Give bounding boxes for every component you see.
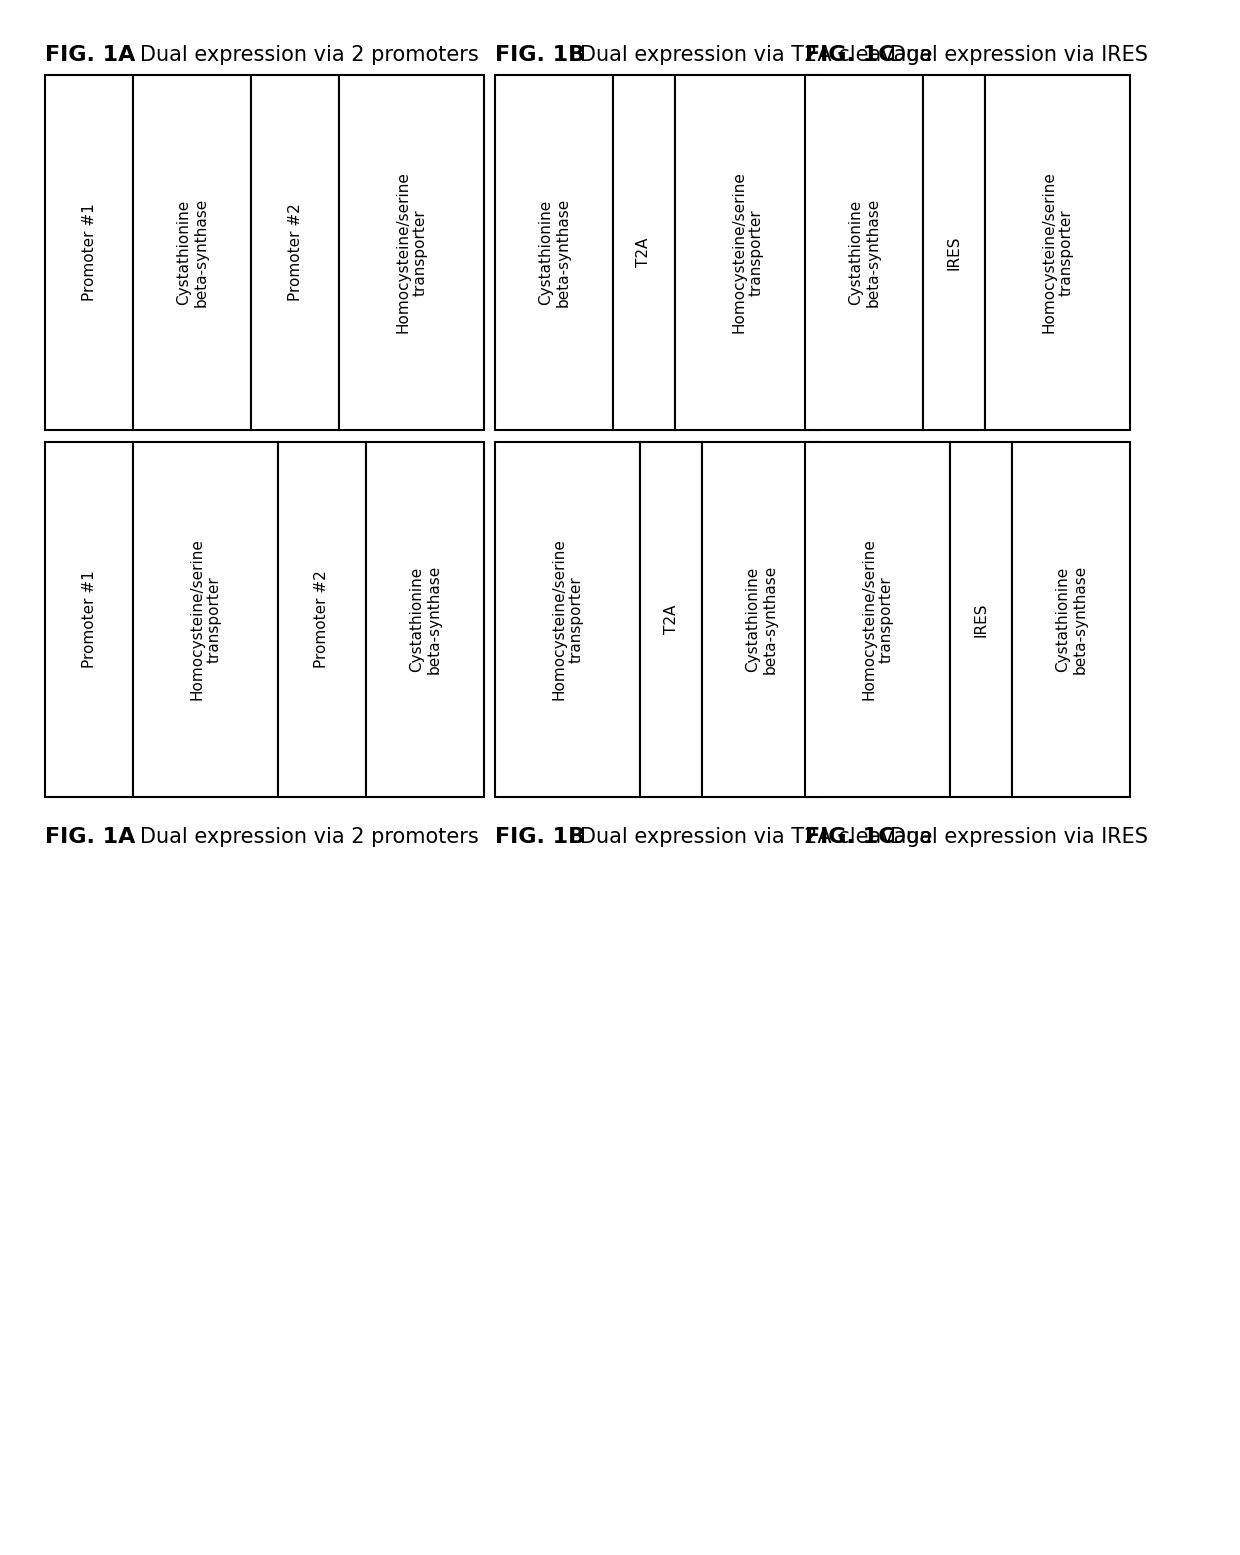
Text: Homocysteine/serine
transporter: Homocysteine/serine transporter bbox=[732, 171, 764, 333]
Bar bbox=[366, 442, 484, 798]
Text: Cystathionine
beta-synthase: Cystathionine beta-synthase bbox=[538, 197, 570, 308]
Text: Homocysteine/serine
transporter: Homocysteine/serine transporter bbox=[862, 538, 894, 700]
Text: FIG. 1B: FIG. 1B bbox=[495, 827, 585, 847]
Bar bbox=[133, 442, 278, 798]
Text: FIG. 1B: FIG. 1B bbox=[495, 45, 585, 65]
Text: Homocysteine/serine
transporter: Homocysteine/serine transporter bbox=[552, 538, 584, 700]
Bar bbox=[45, 442, 133, 798]
Bar bbox=[613, 75, 675, 431]
Text: FIG. 1A: FIG. 1A bbox=[45, 45, 135, 65]
Text: Promoter #1: Promoter #1 bbox=[82, 571, 97, 669]
Text: Cystathionine
beta-synthase: Cystathionine beta-synthase bbox=[745, 564, 777, 675]
Text: FIG. 1A: FIG. 1A bbox=[45, 827, 135, 847]
Bar bbox=[250, 75, 339, 431]
Bar bbox=[805, 75, 923, 431]
Bar bbox=[495, 75, 613, 431]
Bar bbox=[640, 442, 702, 798]
Text: Cystathionine
beta-synthase: Cystathionine beta-synthase bbox=[409, 564, 441, 675]
Bar bbox=[923, 75, 985, 431]
Bar bbox=[950, 442, 1012, 798]
Text: FIG. 1C: FIG. 1C bbox=[805, 827, 894, 847]
Bar bbox=[985, 75, 1130, 431]
Text: IRES: IRES bbox=[946, 235, 961, 269]
Text: Dual expression via IRES: Dual expression via IRES bbox=[890, 45, 1148, 65]
Bar bbox=[133, 75, 250, 431]
Text: Dual expression via 2 promoters: Dual expression via 2 promoters bbox=[140, 827, 479, 847]
Text: FIG. 1C: FIG. 1C bbox=[805, 45, 894, 65]
Text: Promoter #2: Promoter #2 bbox=[288, 204, 303, 302]
Bar bbox=[278, 442, 366, 798]
Text: Cystathionine
beta-synthase: Cystathionine beta-synthase bbox=[848, 197, 880, 308]
Text: IRES: IRES bbox=[973, 602, 988, 636]
Bar bbox=[702, 442, 820, 798]
Text: Dual expression via 2 promoters: Dual expression via 2 promoters bbox=[140, 45, 479, 65]
Text: Dual expression via IRES: Dual expression via IRES bbox=[890, 827, 1148, 847]
Text: Homocysteine/serine
transporter: Homocysteine/serine transporter bbox=[190, 538, 222, 700]
Bar bbox=[495, 442, 640, 798]
Bar bbox=[45, 75, 133, 431]
Text: Homocysteine/serine
transporter: Homocysteine/serine transporter bbox=[1042, 171, 1074, 333]
Text: Dual expression via T2A cleavage: Dual expression via T2A cleavage bbox=[580, 827, 932, 847]
Text: T2A: T2A bbox=[663, 605, 678, 634]
Bar bbox=[339, 75, 484, 431]
Bar bbox=[805, 442, 950, 798]
Text: Dual expression via T2A cleavage: Dual expression via T2A cleavage bbox=[580, 45, 932, 65]
Text: T2A: T2A bbox=[636, 238, 651, 267]
Text: Homocysteine/serine
transporter: Homocysteine/serine transporter bbox=[396, 171, 428, 333]
Text: Cystathionine
beta-synthase: Cystathionine beta-synthase bbox=[176, 197, 208, 308]
Bar bbox=[1012, 442, 1130, 798]
Bar bbox=[675, 75, 820, 431]
Text: Promoter #2: Promoter #2 bbox=[315, 571, 330, 669]
Text: Promoter #1: Promoter #1 bbox=[82, 204, 97, 302]
Text: Cystathionine
beta-synthase: Cystathionine beta-synthase bbox=[1055, 564, 1087, 675]
